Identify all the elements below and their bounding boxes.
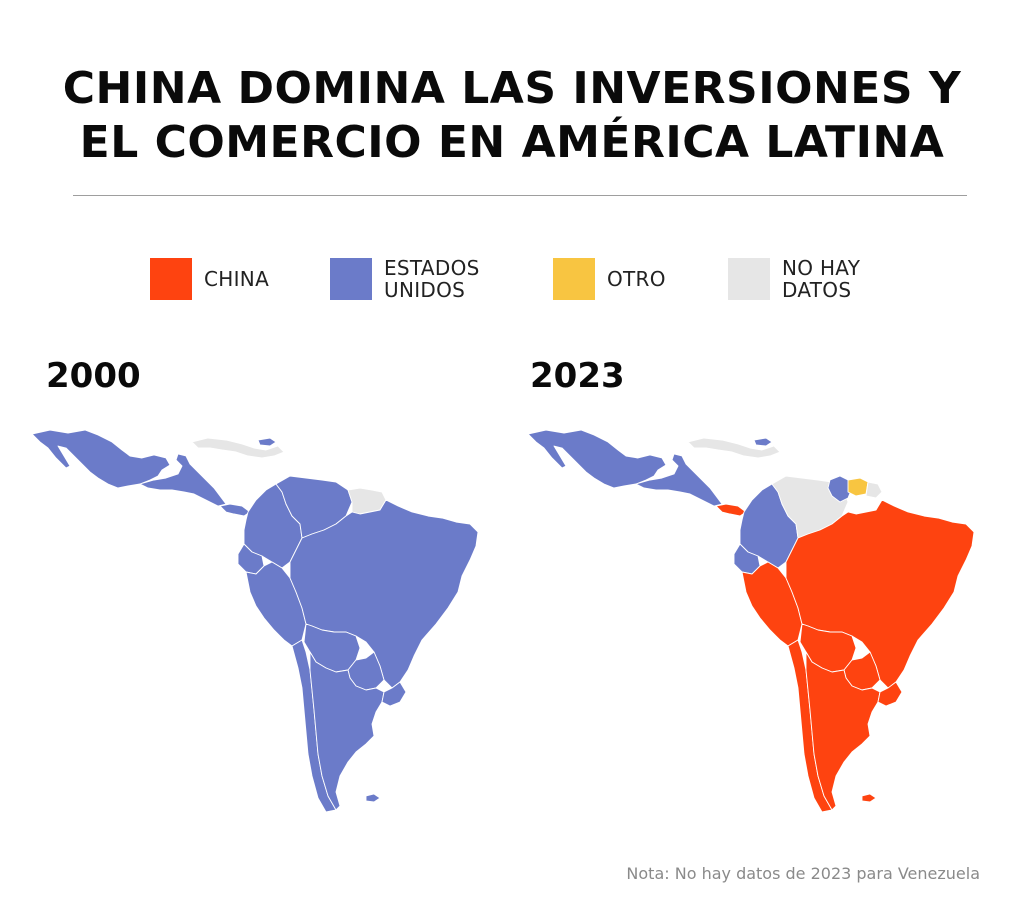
usa-swatch [330, 258, 372, 300]
region-falklands [861, 793, 877, 803]
legend-label-otro: OTRO [607, 267, 666, 291]
legend-item-otro: OTRO [553, 256, 666, 302]
legend: CHINA ESTADOS UNIDOS OTRO NO HAY DATOS [0, 256, 1024, 306]
region-guyana [827, 475, 853, 503]
title-line-2: EL COMERCIO EN AMÉRICA LATINA [79, 117, 945, 168]
region-panama [219, 503, 251, 517]
legend-label-china: CHINA [204, 267, 270, 291]
page-title: CHINA DOMINA LAS INVERSIONES Y EL COMERC… [0, 62, 1024, 170]
year-label-2000: 2000 [46, 356, 141, 396]
title-divider [73, 195, 967, 196]
otro-swatch [553, 258, 595, 300]
map-2000 [31, 429, 479, 813]
china-swatch [150, 258, 192, 300]
legend-item-china: CHINA [150, 256, 269, 302]
region-mexico [527, 429, 667, 489]
region-suriname [847, 477, 869, 497]
legend-label-usa: ESTADOS UNIDOS [384, 256, 480, 302]
nodata-swatch [728, 258, 770, 300]
region-argentina [309, 651, 385, 811]
region-central-america [139, 453, 227, 507]
title-line-1: CHINA DOMINA LAS INVERSIONES Y [62, 63, 962, 114]
region-caribbean [191, 437, 285, 459]
map-2023 [527, 429, 975, 813]
region-puerto-rico [257, 437, 277, 447]
legend-label-nodata: NO HAY DATOS [782, 256, 861, 302]
region-puerto-rico [753, 437, 773, 447]
region-panama [715, 503, 747, 517]
region-caribbean [687, 437, 781, 459]
region-central-america [635, 453, 723, 507]
region-argentina [805, 651, 881, 811]
year-label-2023: 2023 [530, 356, 625, 396]
region-falklands [365, 793, 381, 803]
footnote: Nota: No hay datos de 2023 para Venezuel… [626, 864, 980, 883]
region-uruguay [877, 681, 903, 707]
region-french-guiana [865, 481, 883, 499]
legend-item-usa: ESTADOS UNIDOS [330, 256, 480, 302]
legend-item-nodata: NO HAY DATOS [728, 256, 860, 302]
region-mexico [31, 429, 171, 489]
region-uruguay [381, 681, 407, 707]
